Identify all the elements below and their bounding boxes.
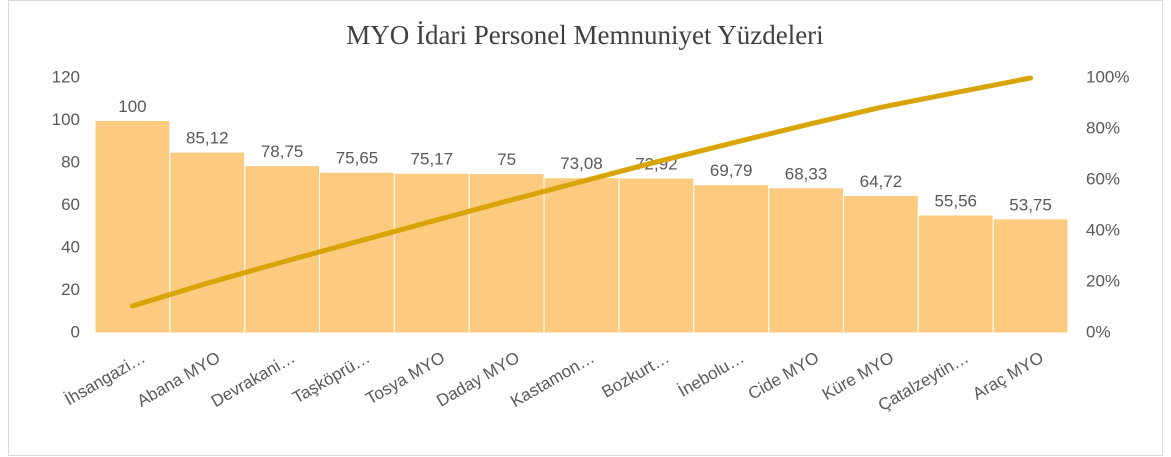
bar: [917, 214, 994, 334]
y-tick-label: 100: [52, 110, 80, 129]
y2-tick-label: 60%: [1086, 169, 1120, 188]
y-tick-label: 120: [52, 67, 80, 86]
bar: [693, 184, 770, 334]
cumulative-line: [129, 75, 1034, 309]
data-label: 75,65: [336, 149, 379, 168]
data-label: 78,75: [261, 142, 304, 161]
y2-tick-label: 100%: [1086, 67, 1129, 86]
data-label: 100: [118, 97, 146, 116]
bar: [468, 173, 545, 334]
y-tick-label: 80: [61, 152, 80, 171]
y-tick-label: 20: [61, 280, 80, 299]
bar: [992, 218, 1069, 334]
data-label: 73,08: [560, 154, 603, 173]
y2-tick-label: 0%: [1086, 322, 1111, 341]
y2-tick-label: 20%: [1086, 271, 1120, 290]
bar: [543, 177, 620, 334]
y-tick-label: 0: [71, 322, 80, 341]
y2-tick-label: 80%: [1086, 118, 1120, 137]
data-label: 69,79: [710, 161, 753, 180]
data-label: 75,17: [411, 150, 454, 169]
bar: [169, 151, 246, 334]
bar: [768, 187, 844, 334]
data-label: 64,72: [860, 172, 903, 191]
bar: [94, 120, 171, 334]
bar: [319, 171, 395, 334]
bar: [393, 172, 470, 334]
y2-tick-label: 40%: [1086, 220, 1120, 239]
bar: [244, 165, 321, 334]
bar: [618, 177, 695, 334]
data-label: 53,75: [1009, 195, 1052, 214]
data-label: 85,12: [186, 129, 229, 148]
data-label: 75: [497, 150, 516, 169]
chart-title: MYO İdari Personel Memnuniyet Yüzdeleri: [346, 20, 823, 50]
y-tick-label: 60: [61, 195, 80, 214]
data-label: 55,56: [934, 191, 977, 210]
bar: [842, 194, 919, 334]
y-tick-label: 40: [61, 237, 80, 256]
data-label: 68,33: [785, 164, 828, 183]
